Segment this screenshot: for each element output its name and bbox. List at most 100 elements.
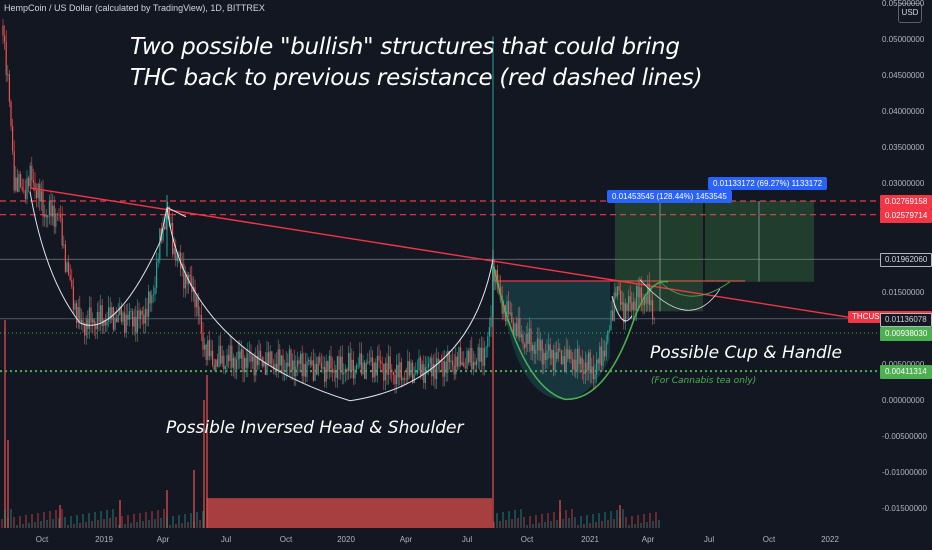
candle-body [237, 351, 239, 360]
x-tick-label: Jul [220, 535, 232, 544]
candle-body [234, 357, 236, 370]
candle-body [88, 307, 90, 329]
candle-body [12, 126, 14, 152]
candle-body [514, 323, 516, 336]
candle-body [624, 303, 626, 323]
candle-body [68, 262, 70, 276]
handle-curve [611, 296, 633, 322]
candle-body [322, 367, 324, 369]
measure-label-left[interactable]: 0.01453545 (128.44%) 1453545 [607, 190, 732, 203]
title-line-1: Two possible "bullish" structures that c… [130, 34, 680, 60]
candle-body [100, 305, 102, 323]
candle-body [124, 312, 126, 333]
candle-body [543, 353, 545, 365]
measure-label-right[interactable]: 0.01133172 (69.27%) 1133172 [708, 177, 828, 190]
candle-body [288, 349, 290, 367]
candle-body [565, 349, 567, 372]
candle-body [258, 350, 260, 366]
y-tick-label: 0.05500000 [882, 0, 925, 8]
x-tick-label: Jul [461, 535, 473, 544]
candle-body [231, 345, 233, 368]
candle-body [114, 317, 116, 330]
candle-body [368, 361, 370, 363]
candle-body [312, 360, 314, 381]
candle-body [55, 213, 57, 227]
currency-button[interactable]: USD [898, 3, 922, 23]
candle-body [303, 363, 305, 377]
candle-body [493, 266, 495, 281]
candle-body [517, 318, 519, 337]
candle-body [74, 303, 76, 310]
candle-body [530, 328, 532, 352]
candle-body [615, 292, 617, 297]
candle-body [570, 350, 572, 360]
candle-body [554, 352, 556, 371]
candle-body [18, 174, 20, 192]
candle-body [335, 370, 337, 378]
candle-body [109, 307, 111, 320]
candle-body [636, 285, 638, 311]
candle-body [58, 214, 60, 216]
candle-body [407, 361, 409, 380]
shoulder-segment [166, 206, 187, 218]
candle-body [232, 357, 234, 368]
candle-body [4, 35, 6, 42]
candle-body [240, 349, 242, 359]
candle-body [607, 331, 609, 342]
candle-body [175, 248, 177, 262]
candle-body [453, 365, 455, 375]
candle-body [327, 361, 329, 372]
candle-body [348, 352, 350, 372]
candle-body [376, 355, 378, 376]
candle-body [626, 303, 628, 311]
candle-body [132, 311, 134, 327]
candle-body [135, 316, 137, 333]
candle-body [596, 359, 598, 375]
candle-body [248, 352, 250, 354]
candle-body [63, 244, 65, 246]
candle-body [140, 310, 142, 319]
candle-body [277, 349, 279, 371]
candle-body [250, 352, 252, 362]
candle-body [218, 345, 220, 367]
candle-body [268, 352, 270, 364]
candle-body [40, 191, 42, 201]
price-tag-resistance: 0.02769158 [880, 195, 932, 209]
candle-body [405, 378, 407, 380]
inverse-head-shoulder-label: Possible Inversed Head & Shoulder [166, 418, 464, 438]
candle-body [85, 319, 87, 336]
candle-body [503, 305, 505, 314]
candle-body [333, 370, 335, 373]
candle-body [82, 319, 84, 325]
candle-body [216, 359, 218, 367]
projection-curve [639, 279, 721, 311]
candle-body [133, 316, 135, 327]
candle-body [581, 357, 583, 371]
candle-body [605, 341, 607, 357]
candle-body [506, 301, 508, 322]
candle-body [584, 362, 586, 375]
candle-body [389, 356, 391, 370]
candle-body [572, 359, 574, 370]
candle-body [394, 374, 396, 385]
candle-body [157, 259, 159, 263]
candle-body [223, 355, 225, 370]
candle-body [616, 286, 618, 297]
candle-body [597, 359, 599, 364]
candle-body [436, 358, 438, 380]
candle-body [127, 314, 129, 320]
candle-body [71, 280, 73, 287]
candle-body [178, 252, 180, 257]
candle-body [156, 262, 158, 288]
candle-body [90, 307, 92, 323]
candle-body [522, 334, 524, 345]
candle-body [594, 374, 596, 380]
candle-body [29, 165, 31, 187]
candle-body [362, 362, 364, 375]
candle-body [101, 305, 103, 326]
candle-body [648, 283, 650, 306]
candle-body [541, 340, 543, 365]
candle-body [479, 347, 481, 362]
